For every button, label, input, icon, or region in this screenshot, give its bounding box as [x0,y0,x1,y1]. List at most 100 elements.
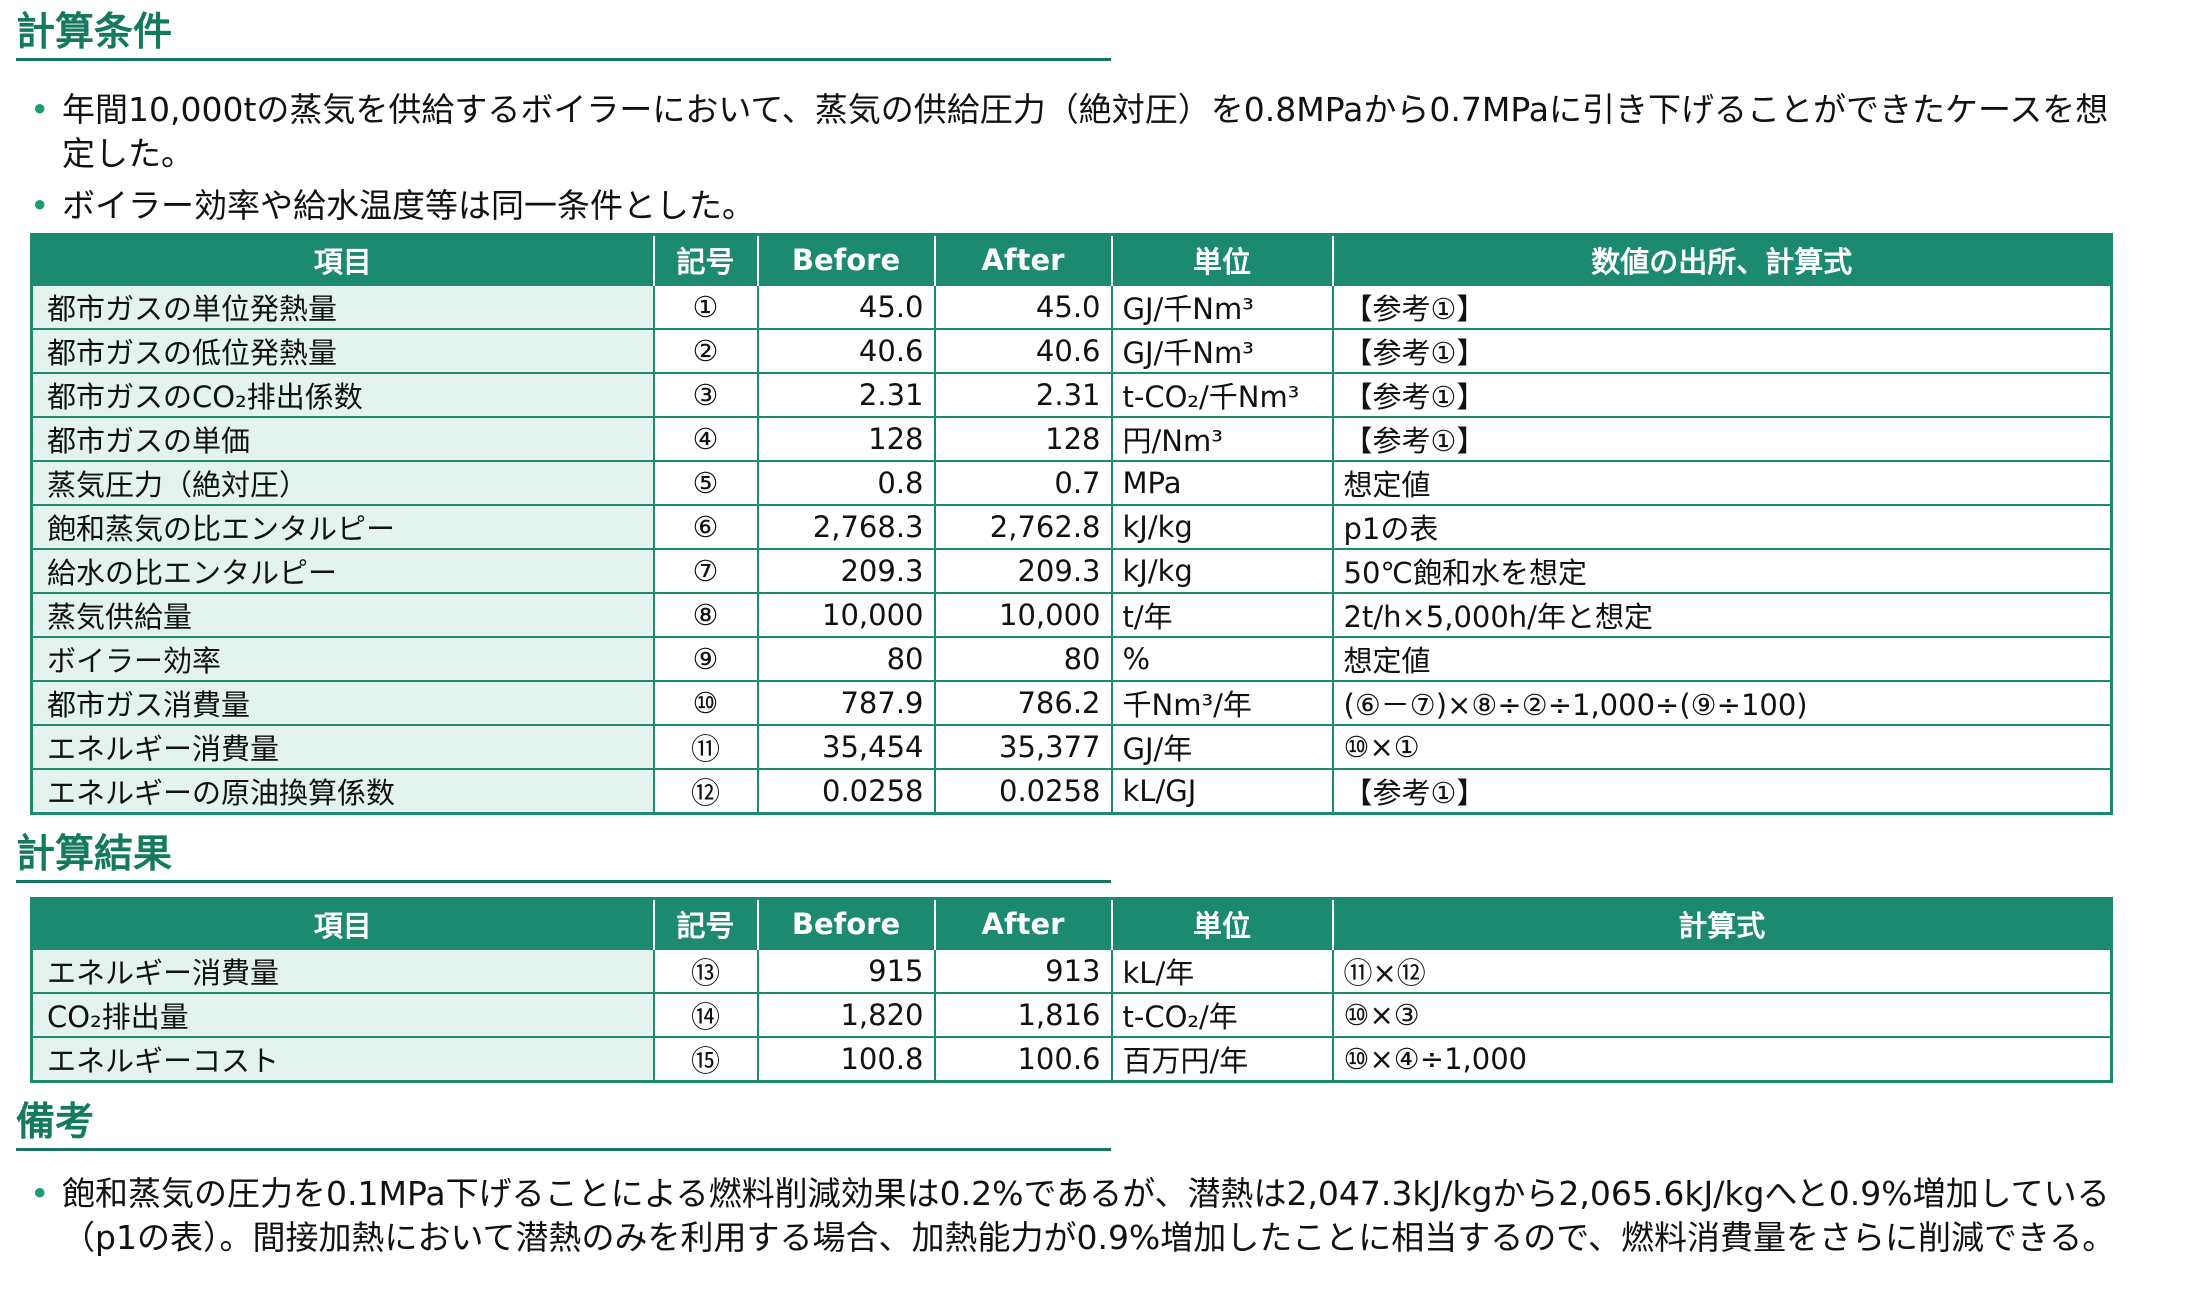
row-symbol-cell: ⑩ [652,680,759,726]
notes-heading: 備考 [16,1100,95,1145]
conditions-bullet-2: • ボイラー効率や給水温度等は同一条件とした。 [28,184,2138,228]
row-item-cell: CO₂排出量 [30,992,655,1038]
table-row: CO₂排出量 ⑭ 1,820 1,816 t-CO₂/年 ⑩×③ [30,992,2113,1038]
table-row: ボイラー効率 ⑨ 80 80% 想定値 [30,636,2113,682]
bullet-dot-icon: • [30,1174,50,1213]
conditions-bullet-text-2: ボイラー効率や給水温度等は同一条件とした。 [62,186,755,225]
row-unit-cell: 千Nm³/年 [1110,680,1334,726]
row-unit-cell: t/年 [1110,592,1334,638]
row-after-value: 40.6 [933,328,1113,374]
row-symbol-cell: ③ [652,372,759,418]
conditions-bullet-text-1: 年間10,000tの蒸気を供給するボイラーにおいて、蒸気の供給圧力（絶対圧）を0… [62,90,2109,173]
row-symbol-cell: ⑮ [652,1036,759,1083]
conditions-bullets: • 年間10,000tの蒸気を供給するボイラーにおいて、蒸気の供給圧力（絶対圧）… [28,88,2138,236]
row-before-value: 10,000 [756,592,936,638]
row-before-value: 2,768.3 [756,504,936,550]
row-before-value: 0.8 [756,460,936,506]
row-source-cell: (⑥－⑦)×⑧÷②÷1,000÷(⑨÷100) [1331,680,2113,726]
table-row: エネルギーコスト ⑮ 100.8 100.6 百万円/年 ⑩×④÷1,000 [30,1036,2113,1083]
row-symbol-cell: ⑦ [652,548,759,594]
row-source-cell: ⑩×③ [1331,992,2113,1038]
row-source-cell: 50℃飽和水を想定 [1331,548,2113,594]
row-source-cell: 【参考①】 [1331,768,2113,815]
table-row: 都市ガス消費量 ⑩ 787.9 786.2 千Nm³/年 (⑥－⑦)×⑧÷②÷1,000÷… [30,680,2113,726]
row-unit-cell: GJ/年 [1110,724,1334,770]
row-before-value: 40.6 [756,328,936,374]
notes-bullet-text-1: 飽和蒸気の圧力を0.1MPa下げることによる燃料削減効果は0.2%であるが、潜熱… [62,1174,2116,1257]
row-before-value: 1,820 [756,992,936,1038]
row-source-cell: 【参考①】 [1331,284,2113,330]
row-symbol-cell: ④ [652,416,759,462]
row-before-value: 209.3 [756,548,936,594]
row-source-cell: 【参考①】 [1331,416,2113,462]
row-unit-cell: GJ/千Nm³ [1110,328,1334,374]
row-item-cell: エネルギーの原油換算係数 [30,768,655,815]
results-section-header: 計算結果 [16,830,1111,883]
column-header-symbol: 記号 [652,233,759,285]
conditions-bullet-1: • 年間10,000tの蒸気を供給するボイラーにおいて、蒸気の供給圧力（絶対圧）… [28,88,2138,176]
row-unit-cell: MPa [1110,460,1334,506]
column-header-after: After [933,233,1113,285]
notes-section-header: 備考 [16,1098,1111,1151]
column-header-before: Before [756,897,936,949]
table-row: エネルギー消費量 ⑪ 35,454 35,377 GJ/年 ⑩×① [30,724,2113,770]
conditions-heading: 計算条件 [16,10,173,55]
column-header-unit: 単位 [1110,897,1334,949]
row-before-value: 787.9 [756,680,936,726]
row-after-value: 128 [933,416,1113,462]
row-unit-cell: kJ/kg [1110,548,1334,594]
row-unit-cell: kL/年 [1110,948,1334,994]
row-item-cell: エネルギーコスト [30,1036,655,1083]
row-after-value: 209.3 [933,548,1113,594]
row-source-cell: ⑩×① [1331,724,2113,770]
row-source-cell: 【参考①】 [1331,328,2113,374]
row-item-cell: 蒸気圧力（絶対圧） [30,460,655,506]
notes-bullets: • 飽和蒸気の圧力を0.1MPa下げることによる燃料削減効果は0.2%であるが、… [28,1172,2138,1268]
column-header-item: 項目 [30,897,655,949]
bullet-dot-icon: • [30,90,50,129]
row-source-cell: 2t/h×5,000h/年と想定 [1331,592,2113,638]
row-unit-cell: t-CO₂/年 [1110,992,1334,1038]
row-symbol-cell: ② [652,328,759,374]
table-row: エネルギーの原油換算係数 ⑫ 0.0258 0.0258 kL/GJ 【参考①】 [30,768,2113,815]
column-header-unit: 単位 [1110,233,1334,285]
row-symbol-cell: ⑤ [652,460,759,506]
row-symbol-cell: ⑧ [652,592,759,638]
row-source-cell: ⑪×⑫ [1331,948,2113,994]
row-item-cell: エネルギー消費量 [30,948,655,994]
table-row: 飽和蒸気の比エンタルピー ⑥ 2,768.3 2,762.8 kJ/kg p1の表 [30,504,2113,550]
row-after-value: 45.0 [933,284,1113,330]
row-source-cell: 【参考①】 [1331,372,2113,418]
row-unit-cell: kJ/kg [1110,504,1334,550]
row-after-value: 35,377 [933,724,1113,770]
results-heading: 計算結果 [16,832,173,877]
row-source-cell: 想定値 [1331,460,2113,506]
table-row: 蒸気圧力（絶対圧） ⑤ 0.8 0.7 MPa 想定値 [30,460,2113,506]
row-item-cell: 蒸気供給量 [30,592,655,638]
results-table: 項目 記号 Before After 単位 計算式 エネルギー消費量 ⑬ 915 91… [30,897,2113,1083]
row-unit-cell: 円/Nm³ [1110,416,1334,462]
column-header-after: After [933,897,1113,949]
row-after-value: 786.2 [933,680,1113,726]
row-symbol-cell: ① [652,284,759,330]
row-before-value: 100.8 [756,1036,936,1083]
row-symbol-cell: ⑪ [652,724,759,770]
row-after-value: 10,000 [933,592,1113,638]
row-symbol-cell: ⑨ [652,636,759,682]
conditions-table-header-row: 項目 記号 Before After 単位 数値の出所、計算式 [30,233,2113,285]
row-unit-cell: t-CO₂/千Nm³ [1110,372,1334,418]
row-unit-cell: GJ/千Nm³ [1110,284,1334,330]
row-item-cell: 都市ガスの単位発熱量 [30,284,655,330]
row-after-value: 913 [933,948,1113,994]
row-before-value: 0.0258 [756,768,936,815]
bullet-dot-icon: • [30,186,50,225]
table-row: 都市ガスの単位発熱量 ① 45.0 45.0 GJ/千Nm³ 【参考①】 [30,284,2113,330]
row-after-value: 0.0258 [933,768,1113,815]
row-item-cell: ボイラー効率 [30,636,655,682]
row-before-value: 915 [756,948,936,994]
row-item-cell: 都市ガスのCO₂排出係数 [30,372,655,418]
row-symbol-cell: ⑭ [652,992,759,1038]
row-symbol-cell: ⑫ [652,768,759,815]
column-header-source: 数値の出所、計算式 [1331,233,2113,285]
row-source-cell: 想定値 [1331,636,2113,682]
